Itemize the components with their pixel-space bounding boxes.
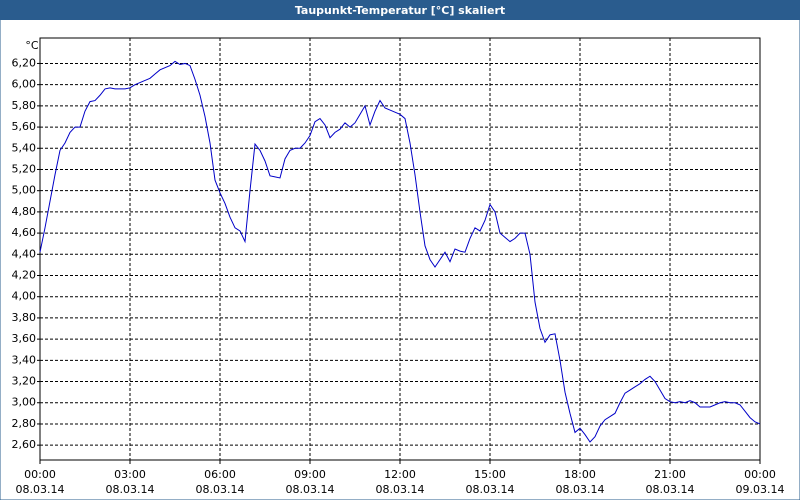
x-tick-label: 15:00 xyxy=(474,468,506,481)
x-tick-label: 18:00 xyxy=(564,468,596,481)
y-unit-label: °C xyxy=(25,39,39,52)
x-tick-label: 00:00 xyxy=(744,468,776,481)
y-tick-label: 4,60 xyxy=(12,226,37,239)
x-tick-date: 09.03.14 xyxy=(736,483,785,496)
y-tick-label: 5,40 xyxy=(12,141,37,154)
y-tick-label: 5,00 xyxy=(12,184,37,197)
y-tick-label: 4,80 xyxy=(12,205,37,218)
y-tick-label: 6,00 xyxy=(12,78,37,91)
y-tick-label: 5,60 xyxy=(12,120,37,133)
x-tick-label: 03:00 xyxy=(114,468,146,481)
data-line xyxy=(39,60,761,443)
y-tick-label: 3,20 xyxy=(12,375,37,388)
y-tick-label: 2,80 xyxy=(12,417,37,430)
x-tick-label: 06:00 xyxy=(204,468,236,481)
y-tick-label: 3,00 xyxy=(12,396,37,409)
y-tick-label: 6,20 xyxy=(12,56,37,69)
y-tick-label: 5,20 xyxy=(12,162,37,175)
x-tick-label: 21:00 xyxy=(654,468,686,481)
x-tick-date: 08.03.14 xyxy=(106,483,155,496)
y-tick-label: 4,00 xyxy=(12,290,37,303)
y-tick-label: 3,60 xyxy=(12,332,37,345)
x-tick-date: 08.03.14 xyxy=(286,483,335,496)
y-tick-label: 4,20 xyxy=(12,269,37,282)
x-tick-label: 12:00 xyxy=(384,468,416,481)
x-tick-date: 08.03.14 xyxy=(376,483,425,496)
window-title: Taupunkt-Temperatur [°C] skaliert xyxy=(295,4,505,17)
y-tick-label: 2,60 xyxy=(12,438,37,451)
x-tick-date: 08.03.14 xyxy=(16,483,65,496)
x-tick-label: 00:00 xyxy=(24,468,56,481)
x-tick-date: 08.03.14 xyxy=(556,483,605,496)
y-tick-label: 3,80 xyxy=(12,311,37,324)
x-tick-date: 08.03.14 xyxy=(466,483,515,496)
y-tick-label: 3,40 xyxy=(12,353,37,366)
x-tick-label: 09:00 xyxy=(294,468,326,481)
x-tick-date: 08.03.14 xyxy=(646,483,695,496)
y-tick-label: 5,80 xyxy=(12,99,37,112)
title-bar xyxy=(0,0,800,20)
y-tick-label: 4,40 xyxy=(12,247,37,260)
x-tick-date: 08.03.14 xyxy=(196,483,245,496)
